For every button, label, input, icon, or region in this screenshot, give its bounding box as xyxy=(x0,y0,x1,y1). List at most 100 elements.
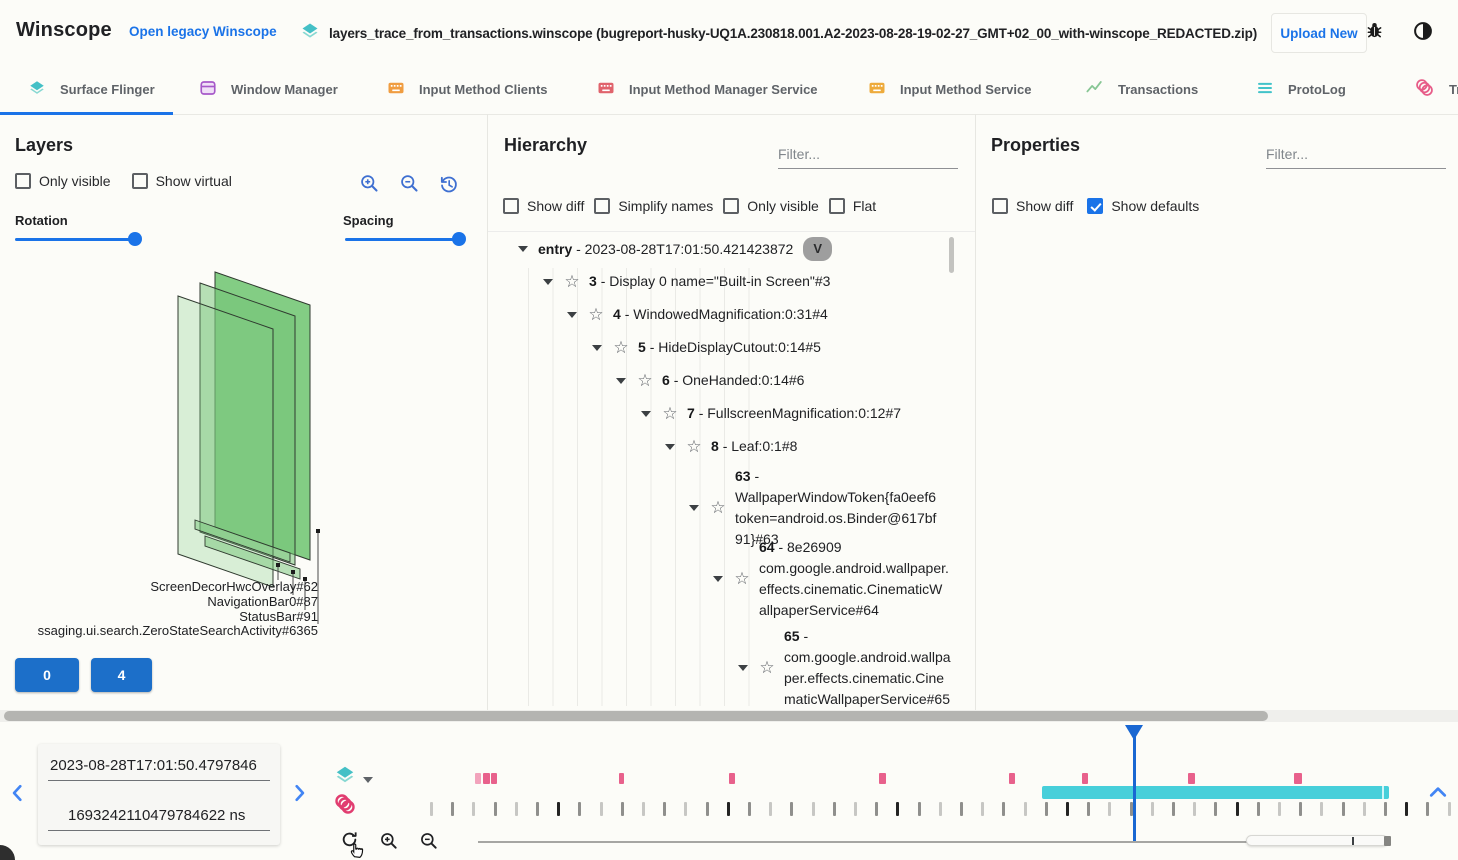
display-id-button-4[interactable]: 4 xyxy=(91,658,152,692)
only-visible-checkbox[interactable] xyxy=(15,173,31,189)
star-icon[interactable]: ☆ xyxy=(564,271,580,291)
star-icon[interactable]: ☆ xyxy=(759,658,775,677)
star-icon[interactable]: ☆ xyxy=(637,370,653,390)
reset-view-icon[interactable] xyxy=(438,173,460,200)
hierarchy-scrollbar[interactable] xyxy=(949,237,954,273)
timeline-tick xyxy=(981,802,984,816)
layer-sheet[interactable] xyxy=(199,282,296,566)
main-scrollbar-thumb[interactable] xyxy=(4,711,1268,721)
tree-row[interactable]: ☆ 3 - Display 0 name="Built-in Screen"#3 xyxy=(488,265,964,298)
zoom-in-icon[interactable] xyxy=(379,831,399,856)
zoom-thumb-handle[interactable] xyxy=(1384,836,1391,846)
upload-new-button[interactable]: Upload New xyxy=(1271,13,1367,53)
trace-tabs: Surface Flinger Window Manager Input Met… xyxy=(0,64,1458,115)
tree-row[interactable]: ☆ 8 - Leaf:0:1#8 xyxy=(488,430,964,463)
caret-down-icon[interactable] xyxy=(543,278,553,285)
transition-marker[interactable] xyxy=(879,773,886,784)
properties-filter-input[interactable] xyxy=(1266,144,1446,169)
surface-flinger-trace-bar[interactable] xyxy=(1042,786,1389,799)
timeline-tick xyxy=(451,802,454,816)
only-visible-checkbox[interactable] xyxy=(723,198,740,214)
tab-input-method-clients[interactable]: Input Method Clients xyxy=(387,64,548,114)
tree-row[interactable]: ☆ 5 - HideDisplayCutout:0:14#5 xyxy=(488,331,964,364)
transition-marker[interactable] xyxy=(1082,773,1088,784)
caret-down-icon[interactable] xyxy=(641,410,651,417)
caret-down-icon[interactable] xyxy=(518,245,528,252)
layer-sheet[interactable] xyxy=(194,519,291,563)
transition-marker[interactable] xyxy=(475,773,481,784)
caret-down-icon[interactable] xyxy=(689,505,699,511)
show-diff-checkbox[interactable] xyxy=(992,198,1008,214)
dark-mode-icon[interactable] xyxy=(1412,20,1434,47)
caret-down-icon[interactable] xyxy=(738,665,748,671)
timestamp-human-input[interactable] xyxy=(48,757,270,781)
transition-marker[interactable] xyxy=(1009,773,1015,784)
zoom-out-icon[interactable] xyxy=(419,831,439,856)
tab-surface-flinger[interactable]: Surface Flinger xyxy=(28,64,155,114)
flat-checkbox[interactable] xyxy=(828,198,845,214)
tree-row[interactable]: ☆ 7 - FullscreenMagnification:0:12#7 xyxy=(488,397,964,430)
tree-row-entry[interactable]: entry - 2023-08-28T17:01:50.421423872 V xyxy=(488,232,964,265)
star-icon[interactable]: ☆ xyxy=(662,403,678,423)
transition-marker[interactable] xyxy=(1188,773,1195,784)
tab-input-method-manager-service[interactable]: Input Method Manager Service xyxy=(597,64,818,114)
timeline-zoom-thumb[interactable] xyxy=(1246,835,1388,846)
next-entry-icon[interactable] xyxy=(291,784,307,807)
tree-row[interactable]: ☆ 63 - WallpaperWindowToken{fa0eef6 toke… xyxy=(488,466,964,550)
tree-row[interactable]: ☆ 6 - OneHanded:0:14#6 xyxy=(488,364,964,397)
show-defaults-checkbox[interactable] xyxy=(1087,198,1104,214)
transition-marker[interactable] xyxy=(1294,773,1302,784)
caret-down-icon[interactable] xyxy=(363,777,373,783)
tree-row[interactable]: ☆ 65 - com.google.android.wallpaper.effe… xyxy=(488,626,964,710)
zoom-out-icon[interactable] xyxy=(399,173,420,199)
tab-transactions[interactable]: Transactions xyxy=(1085,64,1198,114)
caret-down-icon[interactable] xyxy=(713,576,723,582)
spacing-slider-thumb[interactable] xyxy=(452,232,466,246)
caret-down-icon[interactable] xyxy=(567,311,577,318)
star-icon[interactable]: ☆ xyxy=(710,498,726,517)
refresh-icon[interactable] xyxy=(340,830,360,855)
layers-3d-view[interactable]: ScreenDecorHwcOverlay#62 NavigationBar0#… xyxy=(0,254,487,650)
caret-down-icon[interactable] xyxy=(665,443,675,450)
timeline-cursor[interactable] xyxy=(1133,728,1136,842)
display-id-button-0[interactable]: 0 xyxy=(15,658,79,692)
rotation-slider[interactable] xyxy=(15,231,142,247)
show-virtual-checkbox[interactable] xyxy=(131,173,148,189)
transition-marker[interactable] xyxy=(729,773,735,784)
timeline-tick xyxy=(684,802,687,816)
tab-input-method-service[interactable]: Input Method Service xyxy=(868,64,1031,114)
star-icon[interactable]: ☆ xyxy=(588,304,604,324)
tab-transitions[interactable]: Transitions xyxy=(1414,64,1458,114)
open-legacy-link[interactable]: Open legacy Winscope xyxy=(129,24,277,39)
simplify-names-checkbox[interactable] xyxy=(594,198,611,214)
spacing-slider[interactable] xyxy=(345,231,466,247)
tab-window-manager[interactable]: Window Manager xyxy=(199,64,338,114)
hierarchy-filter-input[interactable] xyxy=(778,144,958,169)
timeline-tick xyxy=(663,802,666,816)
timeline-tick xyxy=(1130,802,1133,816)
show-diff-checkbox[interactable] xyxy=(503,198,519,214)
caret-down-icon[interactable] xyxy=(592,344,602,351)
tree-row[interactable]: ☆ 64 - 8e26909 com.google.android.wallpa… xyxy=(488,537,964,621)
star-icon[interactable]: ☆ xyxy=(686,436,702,456)
transition-marker[interactable] xyxy=(483,773,490,784)
transition-marker[interactable] xyxy=(491,773,497,784)
star-icon[interactable]: ☆ xyxy=(613,337,629,357)
star-icon[interactable]: ☆ xyxy=(734,569,750,588)
layer-sheet[interactable] xyxy=(204,535,301,580)
transition-marker[interactable] xyxy=(619,773,624,784)
previous-entry-icon[interactable] xyxy=(10,784,26,807)
timestamp-ns-input[interactable] xyxy=(48,807,270,831)
zoom-in-icon[interactable] xyxy=(359,173,380,199)
main-scrollbar-track[interactable] xyxy=(0,710,1458,722)
collapse-timeline-icon[interactable] xyxy=(1429,784,1447,805)
tree-row[interactable]: ☆ 4 - WindowedMagnification:0:31#4 xyxy=(488,298,964,331)
bug-report-icon[interactable] xyxy=(1364,20,1385,46)
timeline-tick xyxy=(769,802,772,816)
caret-down-icon[interactable] xyxy=(616,377,626,384)
rotation-slider-thumb[interactable] xyxy=(128,232,142,246)
tab-protolog[interactable]: ProtoLog xyxy=(1256,64,1346,114)
layer-sheet[interactable] xyxy=(177,295,274,588)
timeline-tick xyxy=(1405,802,1408,816)
timeline-zoom-track[interactable] xyxy=(478,841,1390,843)
